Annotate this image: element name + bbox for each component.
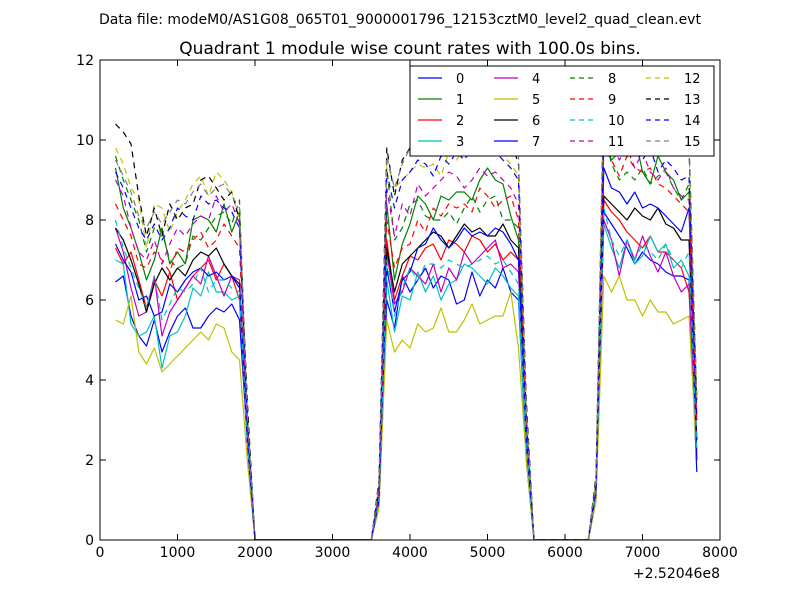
- x-tick-label: 7000: [625, 545, 661, 561]
- series-line-module-1: [114, 135, 698, 540]
- legend-label-module-6: 6: [532, 114, 540, 129]
- series-line-module-10: [114, 207, 698, 540]
- y-tick-label: 4: [85, 373, 94, 389]
- legend-label-module-13: 13: [684, 93, 701, 108]
- series-layer: [114, 75, 698, 540]
- series-line-module-15: [114, 75, 698, 540]
- figure-suptitle: Data file: modeM0/AS1G08_065T01_90000017…: [99, 12, 701, 28]
- series-line-module-4: [114, 219, 698, 540]
- y-tick-label: 0: [85, 533, 94, 549]
- axes-layer: 0 1000 2000 3000 4000 5000 6000 7000 80000246810…: [76, 53, 738, 561]
- legend-box: [409, 65, 715, 157]
- legend-label-module-2: 2: [456, 114, 464, 129]
- y-tick-label: 12: [76, 53, 94, 69]
- series-line-module-5: [115, 275, 698, 540]
- series-line-module-2: [114, 199, 698, 540]
- legend-label-module-14: 14: [684, 114, 701, 129]
- y-tick-label: 6: [85, 293, 94, 309]
- legend-label-module-15: 15: [684, 135, 701, 150]
- legend-label-module-4: 4: [532, 72, 540, 87]
- legend-label-module-9: 9: [608, 93, 616, 108]
- y-tick-label: 8: [85, 213, 94, 229]
- series-line-module-3: [115, 223, 698, 540]
- legend-label-module-1: 1: [456, 93, 464, 108]
- legend-label-module-3: 3: [456, 135, 464, 150]
- legend-label-module-12: 12: [684, 72, 701, 87]
- legend-label-module-5: 5: [532, 93, 540, 108]
- x-tick-label: 4000: [392, 545, 428, 561]
- series-line-module-13: [115, 95, 698, 540]
- series-line-module-14: [114, 119, 698, 540]
- x-tick-label: 8000: [702, 545, 738, 561]
- legend-label-module-7: 7: [532, 135, 540, 150]
- legend-label-module-10: 10: [608, 114, 625, 129]
- legend-label-module-11: 11: [608, 135, 625, 150]
- x-tick-label: 3000: [315, 545, 351, 561]
- chart-title: Quadrant 1 module wise count rates with …: [179, 39, 640, 59]
- x-tick-label: 5000: [470, 545, 506, 561]
- legend-label-module-8: 8: [608, 72, 616, 87]
- series-line-module-6: [114, 195, 698, 540]
- series-line-module-0: [115, 211, 698, 540]
- series-line-module-9: [114, 147, 698, 540]
- series-line-module-7: [114, 167, 698, 540]
- x-tick-label: 6000: [547, 545, 583, 561]
- x-tick-label: 1000: [160, 545, 196, 561]
- x-tick-label: 2000: [237, 545, 273, 561]
- x-tick-label: 0: [96, 545, 105, 561]
- y-tick-label: 10: [76, 133, 94, 149]
- legend-label-module-0: 0: [456, 72, 464, 87]
- x-axis-offset-label: +2.52046e8: [633, 566, 720, 582]
- y-tick-label: 2: [85, 453, 94, 469]
- series-line-module-11: [114, 127, 698, 540]
